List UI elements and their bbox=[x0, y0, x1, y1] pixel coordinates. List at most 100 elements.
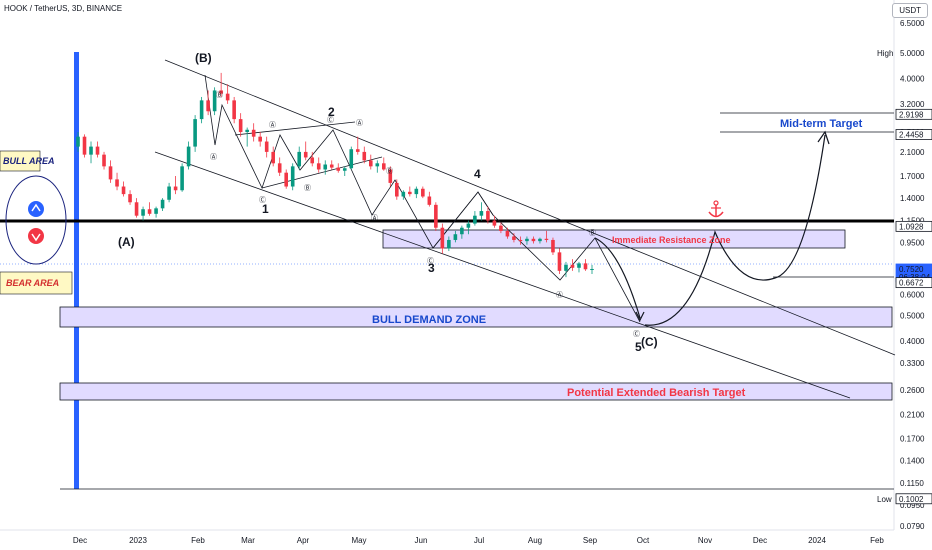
x-tick-label: 2024 bbox=[808, 536, 826, 545]
y-tick-label: 0.5000 bbox=[900, 312, 925, 321]
x-tick-label: Dec bbox=[753, 536, 767, 545]
candle-body bbox=[460, 227, 464, 235]
chart-title: HOOK / TetherUS, 3D, BINANCE bbox=[4, 4, 123, 13]
candle-body bbox=[440, 227, 445, 249]
candle-body bbox=[538, 238, 542, 242]
toggle-ellipse bbox=[5, 175, 67, 265]
price-tag bbox=[895, 220, 932, 232]
price-tag-value: 0.6672 bbox=[899, 279, 924, 288]
candle-body bbox=[154, 208, 158, 214]
demand-label: BULL DEMAND ZONE bbox=[372, 314, 486, 326]
sub-A-4: Ⓐ bbox=[371, 214, 378, 222]
x-tick-label: Oct bbox=[637, 536, 650, 545]
y-extreme-label: Low bbox=[877, 495, 892, 504]
x-axis-labels: Dec 2023 Feb Mar Apr May Jun Jul Aug Sep Oct Nov Dec… bbox=[73, 536, 885, 545]
candle-body bbox=[82, 136, 87, 155]
candle-body bbox=[251, 129, 256, 137]
candle-body bbox=[134, 202, 139, 216]
candle-body bbox=[225, 93, 230, 101]
candle-body bbox=[316, 163, 321, 170]
candle-body bbox=[115, 179, 119, 187]
midterm-label: Mid-term Target bbox=[780, 118, 863, 130]
candle-body bbox=[271, 151, 275, 164]
projection-up bbox=[644, 134, 826, 326]
candle-body bbox=[362, 151, 367, 161]
candle-body bbox=[336, 167, 341, 171]
candle-body bbox=[238, 119, 243, 133]
bear-callout: BEAR AREA bbox=[0, 271, 73, 295]
candle-body bbox=[173, 186, 178, 191]
candle-body bbox=[160, 199, 165, 209]
candle-body bbox=[186, 146, 191, 167]
y-extreme-label: High bbox=[877, 49, 893, 58]
x-tick-label: Aug bbox=[528, 536, 542, 545]
x-tick-label: Jul bbox=[474, 536, 484, 545]
x-tick-label: Dec bbox=[73, 536, 87, 545]
price-tag bbox=[895, 129, 932, 140]
candle-body bbox=[434, 204, 438, 228]
candle-body bbox=[453, 234, 458, 240]
projection-down bbox=[594, 237, 641, 319]
sub-B-2: Ⓑ bbox=[304, 184, 311, 192]
y-tick-label: 0.0950 bbox=[900, 501, 925, 510]
price-tag bbox=[895, 108, 932, 120]
candle-body bbox=[167, 186, 171, 200]
candle-body bbox=[427, 196, 432, 205]
candle-body bbox=[128, 194, 132, 203]
candle-body bbox=[486, 211, 490, 221]
wave-1: 1 bbox=[262, 202, 269, 216]
candle-body bbox=[401, 191, 406, 197]
channel-lower bbox=[154, 151, 851, 399]
candle-body bbox=[102, 154, 106, 167]
y-tick-label: 2.1000 bbox=[900, 148, 925, 157]
sub-C-3: Ⓒ bbox=[427, 257, 434, 265]
candle-body bbox=[479, 211, 484, 216]
y-tick-label: 0.3300 bbox=[900, 359, 925, 368]
demand-zone bbox=[59, 306, 893, 328]
y-tick-label: 0.4000 bbox=[900, 337, 925, 346]
x-tick-label: Sep bbox=[583, 536, 598, 545]
y-tick-label: 0.2100 bbox=[900, 410, 925, 419]
candle-body bbox=[499, 225, 503, 231]
sub-B-3: Ⓑ bbox=[386, 167, 393, 175]
sub-C-2: Ⓒ bbox=[327, 116, 334, 124]
candle-body bbox=[303, 151, 308, 158]
candle-body bbox=[525, 238, 529, 242]
candle-body bbox=[388, 169, 393, 183]
candle-body bbox=[141, 209, 145, 216]
x-tick-label: Feb bbox=[191, 536, 205, 545]
wave-A: (A) bbox=[118, 235, 135, 249]
candle-body bbox=[108, 166, 113, 180]
candle-body bbox=[232, 100, 236, 120]
bear-arrow-icon bbox=[28, 228, 44, 244]
y-tick-label: 0.1700 bbox=[900, 435, 925, 444]
currency-button[interactable]: USDT bbox=[892, 3, 928, 18]
y-tick-label: 0.0790 bbox=[900, 522, 925, 531]
bear-area-label: BEAR AREA bbox=[6, 278, 59, 288]
candle-body bbox=[329, 164, 334, 168]
candle-body bbox=[193, 119, 197, 147]
wave-C: (C) bbox=[641, 335, 658, 349]
candle-body bbox=[206, 100, 210, 112]
candle-body bbox=[342, 168, 347, 171]
candle-body bbox=[531, 238, 536, 242]
bull-callout: BULL AREA bbox=[0, 150, 55, 172]
x-tick-label: Mar bbox=[241, 536, 255, 545]
candle-body bbox=[583, 263, 588, 270]
candle-body bbox=[466, 223, 471, 228]
candles bbox=[76, 72, 594, 278]
candle-body bbox=[121, 186, 126, 195]
wave-3: 3 bbox=[428, 261, 435, 275]
candle-body bbox=[147, 209, 152, 214]
x-tick-label: Jun bbox=[415, 536, 428, 545]
y-axis-labels: 6.50005.00004.00003.20002.50002.10001.70… bbox=[877, 19, 925, 531]
vertical-blue-bar bbox=[74, 52, 79, 489]
y-tick-label: 1.4000 bbox=[900, 194, 925, 203]
candle-body bbox=[310, 157, 315, 164]
candle-body bbox=[447, 239, 451, 249]
sub-C-4: Ⓒ bbox=[633, 330, 640, 338]
channel-upper bbox=[164, 59, 896, 356]
wave-2: 2 bbox=[328, 105, 335, 119]
candle-body bbox=[590, 268, 594, 270]
